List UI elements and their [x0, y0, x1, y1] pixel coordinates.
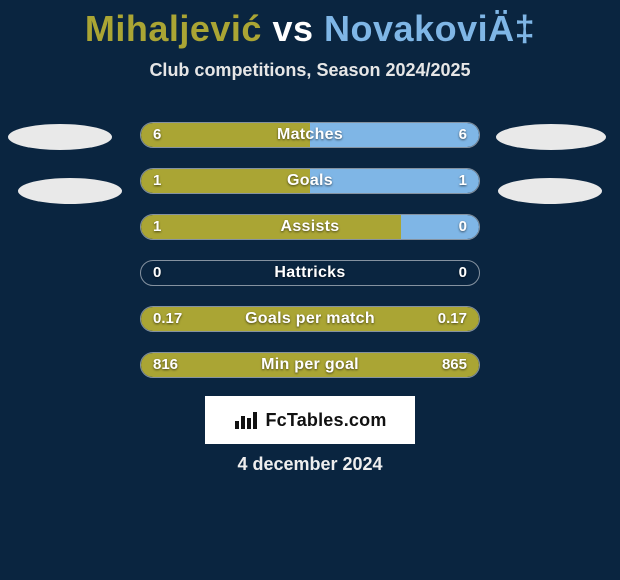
- stat-row: 10Assists: [140, 214, 480, 240]
- date-label: 4 december 2024: [0, 454, 620, 475]
- stat-label: Assists: [141, 215, 479, 239]
- stat-row: 00Hattricks: [140, 260, 480, 286]
- stat-label: Hattricks: [141, 261, 479, 285]
- stat-label: Min per goal: [141, 353, 479, 377]
- stat-label: Goals: [141, 169, 479, 193]
- stat-label: Goals per match: [141, 307, 479, 331]
- stat-row: 66Matches: [140, 122, 480, 148]
- subtitle: Club competitions, Season 2024/2025: [0, 60, 620, 81]
- stat-row: 0.170.17Goals per match: [140, 306, 480, 332]
- vs-label: vs: [272, 8, 313, 49]
- player-photo-placeholder: [498, 178, 602, 204]
- player1-name: Mihaljević: [85, 8, 262, 49]
- bar-chart-icon: [233, 409, 259, 431]
- player-photo-placeholder: [496, 124, 606, 150]
- source-logo: FcTables.com: [205, 396, 415, 444]
- comparison-title: Mihaljević vs NovakoviÄ‡: [0, 0, 620, 50]
- player-photo-placeholder: [18, 178, 122, 204]
- player-photo-placeholder: [8, 124, 112, 150]
- stat-row: 11Goals: [140, 168, 480, 194]
- stat-label: Matches: [141, 123, 479, 147]
- logo-text: FcTables.com: [265, 410, 386, 431]
- stat-row: 816865Min per goal: [140, 352, 480, 378]
- stats-container: 66Matches 11Goals 10Assists 00Hattricks 0.17…: [140, 122, 480, 398]
- player2-name: NovakoviÄ‡: [324, 8, 535, 49]
